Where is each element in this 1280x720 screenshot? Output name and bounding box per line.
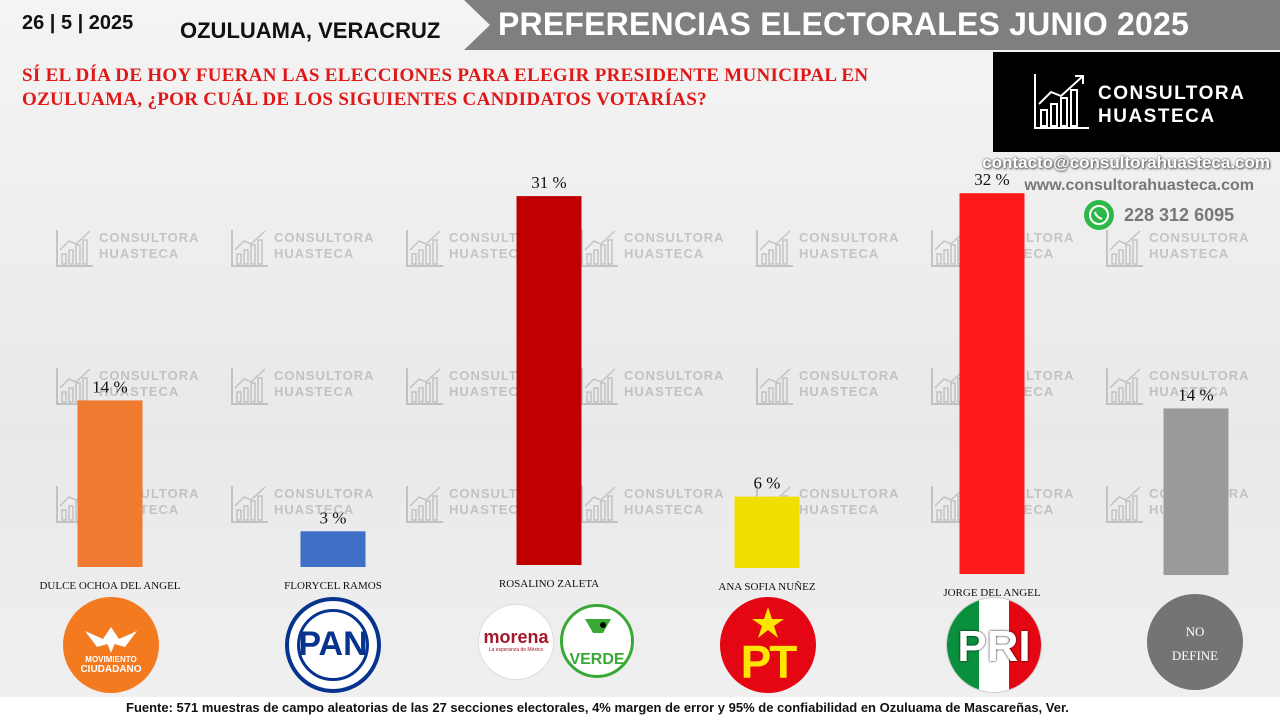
mc-label: MOVIMIENTO CIUDADANO xyxy=(63,655,159,675)
value-label-4: 6 % xyxy=(754,474,781,493)
morena-logo: morena La esperanza de México xyxy=(478,604,554,680)
pan-logo: PAN xyxy=(285,597,381,693)
value-label-1: 14 % xyxy=(92,377,127,396)
contact-website[interactable]: www.consultorahuasteca.com xyxy=(1024,177,1254,194)
whatsapp-icon xyxy=(1084,200,1114,230)
morena-label: morena xyxy=(483,627,549,647)
page-title: PREFERENCIAS ELECTORALES JUNIO 2025 xyxy=(498,6,1190,42)
footer: Fuente: 571 muestras de campo aleatorias… xyxy=(0,697,1280,720)
category-label-2: FLORYCEL RAMOS xyxy=(284,580,382,592)
contact-phone[interactable]: 228 312 6095 xyxy=(1124,205,1235,225)
no-define-line1: NO xyxy=(1185,624,1205,639)
survey-date: 26 | 5 | 2025 xyxy=(22,12,134,34)
no-define-label: NO DEFINE xyxy=(1147,620,1243,668)
contact-email[interactable]: contacto@consultorahuasteca.com xyxy=(982,153,1270,172)
brand-line1: CONSULTORA xyxy=(1098,83,1246,104)
movimiento-ciudadano-logo: MOVIMIENTO CIUDADANO xyxy=(63,597,159,693)
banner-shape xyxy=(464,0,1280,50)
brand-name: CONSULTORA HUASTECA xyxy=(1098,82,1245,128)
pan-label: PAN xyxy=(298,625,368,663)
value-label-6: 14 % xyxy=(1178,385,1213,404)
bar-3 xyxy=(516,196,582,565)
bar-6 xyxy=(1163,408,1229,575)
survey-question: SÍ EL DÍA DE HOY FUERAN LAS ELECCIONES P… xyxy=(22,65,869,110)
brand-logo: CONSULTORA HUASTECA xyxy=(993,52,1280,152)
no-define-badge: NO DEFINE xyxy=(1147,594,1243,690)
no-define-line2: DEFINE xyxy=(1171,648,1219,663)
pt-logo: PT xyxy=(720,597,816,693)
eagle-icon xyxy=(85,627,137,653)
pri-label: PRI xyxy=(957,622,1031,671)
pt-label: PT xyxy=(740,636,798,688)
mc-line1: MOVIMIENTO xyxy=(85,655,137,664)
growth-chart-icon xyxy=(1034,74,1089,129)
category-label-1: DULCE OCHOA DEL ANGEL xyxy=(39,580,180,592)
category-label-5: JORGE DEL ANGEL xyxy=(943,587,1041,599)
verde-label: VERDE xyxy=(569,651,625,668)
brand-line2: HUASTECA xyxy=(1098,106,1216,127)
bar-5 xyxy=(959,193,1025,574)
value-label-3: 31 % xyxy=(531,173,566,192)
verde-logo: VERDE xyxy=(560,604,634,678)
star-icon xyxy=(752,607,784,638)
bar-4 xyxy=(734,496,800,568)
value-label-5: 32 % xyxy=(974,170,1009,189)
pri-logo: PRI xyxy=(946,597,1042,693)
bar-2 xyxy=(300,531,366,567)
mc-line2: CIUDADANO xyxy=(80,664,142,675)
title-banner: PREFERENCIAS ELECTORALES JUNIO 2025 xyxy=(464,0,1280,50)
category-label-4: ANA SOFIA NUÑEZ xyxy=(718,581,815,593)
location-title: OZULUAMA, VERACRUZ xyxy=(180,18,441,43)
category-label-3: ROSALINO ZALETA xyxy=(499,578,599,590)
value-label-2: 3 % xyxy=(320,508,347,527)
source-note: Fuente: 571 muestras de campo aleatorias… xyxy=(126,700,1069,715)
toucan-icon xyxy=(585,619,611,633)
bar-1 xyxy=(77,400,143,567)
morena-sub: La esperanza de México xyxy=(488,647,544,653)
bar-chart: 14 % DULCE OCHOA DEL ANGEL 3 % FLORYCEL RAM… xyxy=(39,170,1229,599)
